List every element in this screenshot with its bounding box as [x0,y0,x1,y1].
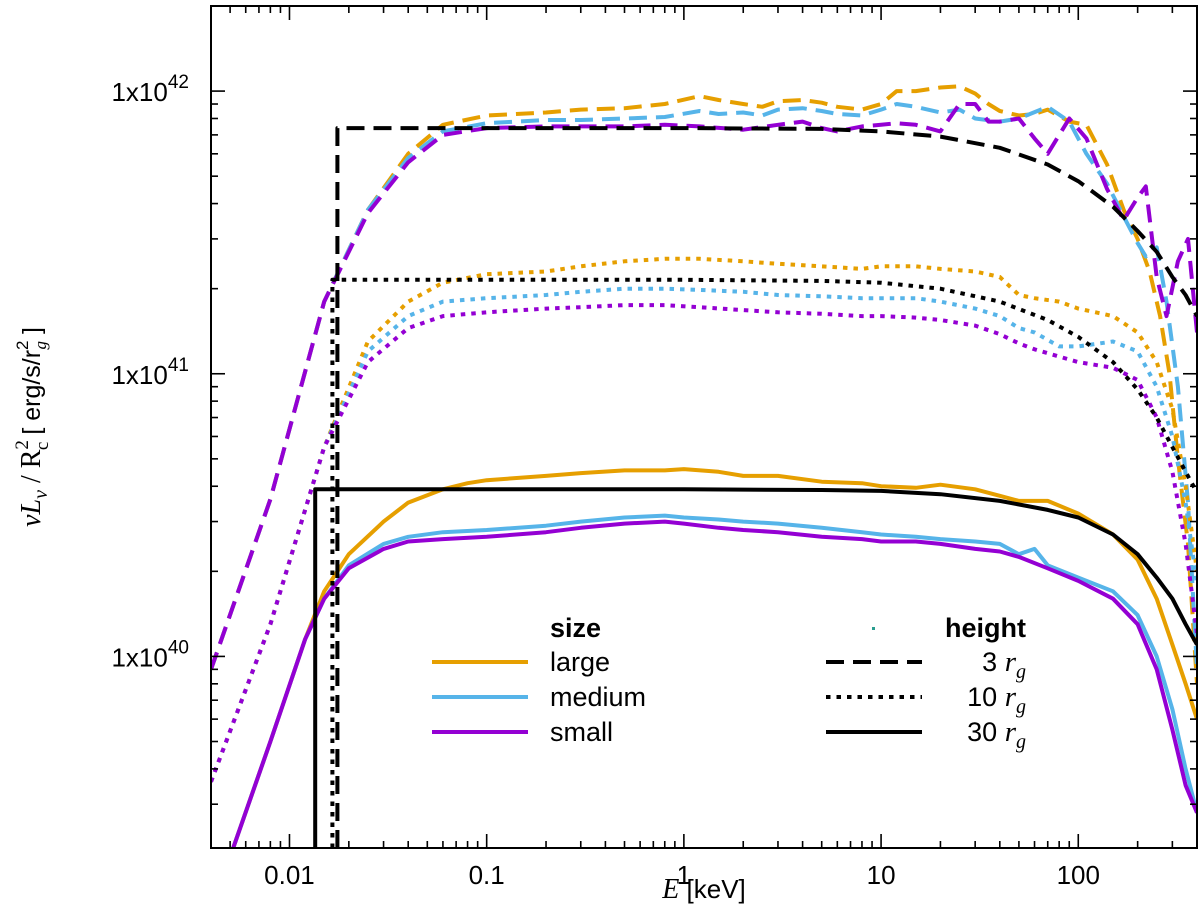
plot-frame [210,5,1198,849]
series-line-medium-10-rg [211,286,1197,783]
legend-label-height-3: 3 rg [982,646,1026,683]
legend-height-title: height [945,613,1026,643]
x-tick-label: 10 [867,860,896,890]
series-line-small-10-rg [211,303,1197,783]
legend-label-small: small [550,717,613,747]
axis-tick-labels: 0.01 0.1 1 10 100 1x1040 1x1041 1x1042 [111,72,1100,890]
axis-ticks [210,5,1198,848]
series-line-small-30-rg [231,519,1197,848]
legend-label-height-30: 30 rg [967,716,1026,753]
x-tick-label: 100 [1057,860,1100,890]
series-line-flat-3-rg [335,126,1197,848]
series-line-small-3-rg [211,102,1197,671]
legend-label-height-10: 10 rg [967,681,1026,718]
legend-marker-dot [872,627,875,630]
y-tick-label: 1x1042 [111,72,189,107]
series-line-medium-30-rg [231,513,1197,848]
plot-lines [211,84,1197,848]
x-tick-label: 1 [677,860,691,890]
series-line-flat-10-rg [330,277,1197,848]
axis-labels: E [keV] νLν / R2c [ erg/s/r2g ] [12,327,746,905]
y-tick-label: 1x1040 [111,637,189,672]
series-line-large-3-rg [211,84,1197,684]
legend-label-medium: medium [550,682,646,712]
x-tick-label: 0.1 [469,860,505,890]
x-axis-label: E [keV] [661,874,746,905]
legend-label-large: large [550,647,610,677]
x-tick-label: 0.01 [264,860,315,890]
series-line-medium-3-rg [211,102,1197,671]
y-axis-label: νLν / R2c [ erg/s/r2g ] [12,327,53,527]
y-tick-label: 1x1041 [111,355,189,390]
series-line-flat-30-rg [313,487,1197,848]
legend-size-title: size [550,613,601,643]
